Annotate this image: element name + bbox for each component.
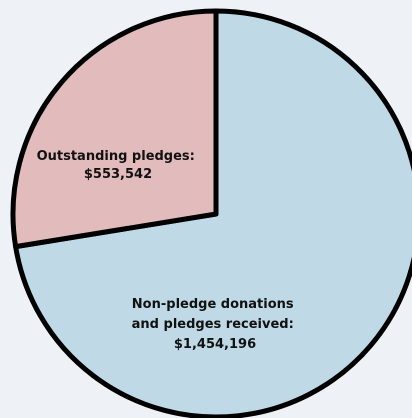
pie-labels: Outstanding pledges: $553,542 Non-pledge… — [37, 149, 299, 352]
slice-label-outstanding-pledges-line-1: Outstanding pledges: — [37, 149, 195, 164]
pie-slice-non-pledge-donations — [13, 8, 412, 418]
slice-label-outstanding-pledges-line-2: $553,542 — [84, 167, 152, 182]
pie-slices — [10, 8, 412, 418]
slice-label-non-pledge-line-3: $1,454,196 — [174, 337, 256, 352]
slice-label-non-pledge-line-2: and pledges received: — [132, 317, 294, 332]
slice-label-non-pledge-line-1: Non-pledge donations — [132, 297, 294, 312]
slice-label-outstanding-pledges: Outstanding pledges: $553,542 — [37, 149, 200, 182]
slice-label-non-pledge-donations: Non-pledge donations and pledges receive… — [132, 297, 299, 352]
pie-slice-outstanding-pledges — [10, 8, 219, 250]
